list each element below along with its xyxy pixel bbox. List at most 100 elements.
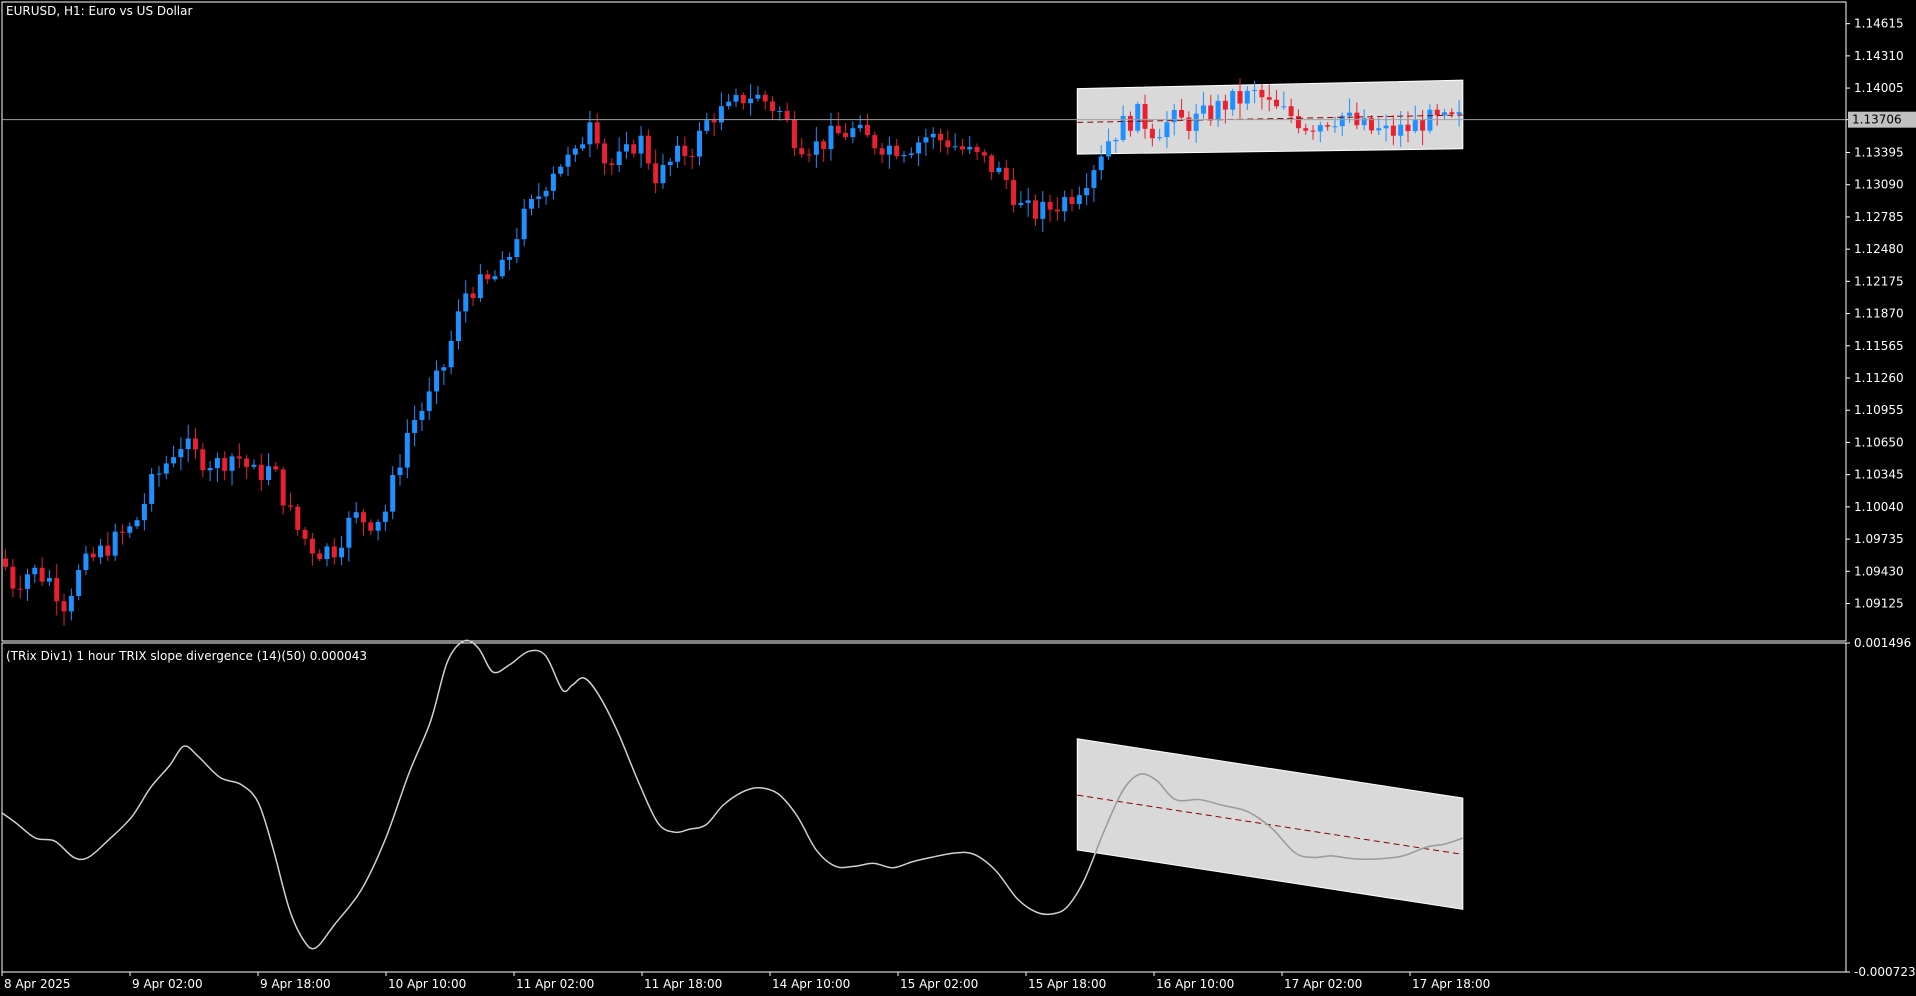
bear-candle: [1127, 115, 1133, 131]
bear-candle: [470, 293, 476, 299]
bear-candle: [799, 148, 805, 155]
bear-candle: [1186, 117, 1192, 131]
bear-candle: [1149, 128, 1155, 139]
bull-candle: [251, 464, 257, 467]
trix-regression-channel[interactable]: [1076, 738, 1464, 910]
bull-candle: [1084, 187, 1090, 196]
bull-candle: [163, 463, 169, 474]
bear-candle: [1259, 89, 1265, 98]
bear-candle: [105, 545, 111, 556]
bull-candle: [156, 473, 162, 475]
price-tick-label: 1.12480: [1854, 242, 1904, 256]
trix-channel-midline: [1077, 794, 1463, 855]
bear-candle: [1434, 109, 1440, 116]
bear-candle: [1142, 103, 1148, 129]
bull-candle: [112, 531, 118, 556]
price-panel-title: EURUSD, H1: Euro vs US Dollar: [6, 4, 192, 18]
bear-candle: [1368, 118, 1374, 131]
time-axis: 8 Apr 2025 9 Apr 02:00 9 Apr 18:00 10 Apr 1…: [1, 972, 1490, 991]
bear-candle: [1325, 125, 1331, 127]
bull-candle: [185, 438, 191, 450]
bear-candle: [938, 133, 944, 141]
bull-candle: [996, 167, 1002, 173]
time-tick-label: 15 Apr 02:00: [900, 977, 978, 991]
bull-candle: [704, 120, 710, 131]
bull-candle: [1098, 156, 1104, 171]
bear-candle: [609, 163, 615, 165]
bull-candle: [214, 458, 220, 468]
bull-candle: [404, 432, 410, 468]
bull-candle: [1376, 128, 1382, 131]
bear-candle: [1237, 91, 1243, 104]
bear-candle: [791, 119, 797, 149]
bull-candle: [908, 153, 914, 155]
bull-candle: [1193, 113, 1199, 131]
trix-line-in-channel: [1077, 738, 1463, 910]
bull-candle: [828, 125, 834, 150]
bear-candle: [1295, 116, 1301, 129]
bull-candle: [1113, 139, 1119, 142]
bear-candle: [287, 505, 293, 507]
bull-candle: [850, 128, 856, 138]
price-tick-label: 1.09125: [1854, 597, 1904, 611]
bear-candle: [273, 466, 279, 470]
bear-candle: [244, 458, 250, 467]
indicator-panel[interactable]: 0.001496 -0.000723 (TRix Div1) 1 hour TRI…: [1, 636, 1916, 979]
price-panel-frame: [1, 1, 1847, 642]
bull-candle: [141, 503, 147, 521]
bear-candle: [1449, 112, 1455, 115]
price-channel-fill[interactable]: [1076, 79, 1464, 155]
bull-candle: [733, 95, 739, 102]
price-panel[interactable]: 1.14615 1.14310 1.14005 1.13395 1.13090 1.127…: [1, 1, 1916, 642]
price-tick-label: 1.10345: [1854, 468, 1904, 482]
bull-candle: [171, 457, 177, 464]
bull-candle: [426, 391, 432, 411]
candles-group: [3, 78, 1463, 626]
bear-candle: [193, 438, 199, 450]
bull-candle: [718, 106, 724, 123]
current-price-tag: 1.13706: [1848, 111, 1916, 128]
bull-candle: [1171, 110, 1177, 123]
bear-candle: [689, 155, 695, 157]
bear-candle: [280, 469, 286, 506]
bull-candle: [507, 257, 513, 260]
time-tick-label: 16 Apr 10:00: [1156, 977, 1234, 991]
bear-candle: [360, 512, 366, 523]
bull-candle: [1120, 115, 1126, 140]
price-tick-label: 1.09430: [1854, 564, 1904, 578]
price-tick-label: 1.12175: [1854, 274, 1904, 288]
bull-candle: [1230, 91, 1236, 110]
bear-candle: [17, 588, 23, 590]
bull-candle: [901, 154, 907, 157]
trix-channel-fill[interactable]: [1076, 738, 1464, 910]
bull-candle: [638, 135, 644, 154]
bear-candle: [894, 145, 900, 157]
bear-candle: [1069, 197, 1075, 205]
bull-candle: [397, 467, 403, 476]
time-tick-label: 8 Apr 2025: [4, 977, 71, 991]
bear-candle: [258, 464, 264, 481]
bear-candle: [981, 152, 987, 156]
bull-candle: [375, 521, 381, 531]
bull-candle: [923, 137, 929, 143]
price-regression-channel[interactable]: [1076, 79, 1464, 155]
bear-candle: [594, 122, 600, 144]
bear-candle: [1354, 112, 1360, 126]
indicator-tick-label: 0.001496: [1854, 636, 1911, 650]
bull-candle: [1164, 122, 1170, 138]
bull-candle: [813, 141, 819, 155]
bull-candle: [565, 154, 571, 167]
bear-candle: [1179, 110, 1185, 118]
bull-candle: [558, 166, 564, 174]
bear-candle: [989, 155, 995, 173]
time-tick-label: 14 Apr 10:00: [772, 977, 850, 991]
bear-candle: [1208, 105, 1214, 120]
price-tick-label: 1.10955: [1854, 403, 1904, 417]
bear-candle: [959, 146, 965, 150]
bull-candle: [1398, 124, 1404, 136]
bull-candle: [1200, 105, 1206, 114]
bull-candle: [777, 111, 783, 113]
bull-candle: [521, 208, 527, 240]
bear-candle: [331, 546, 337, 558]
